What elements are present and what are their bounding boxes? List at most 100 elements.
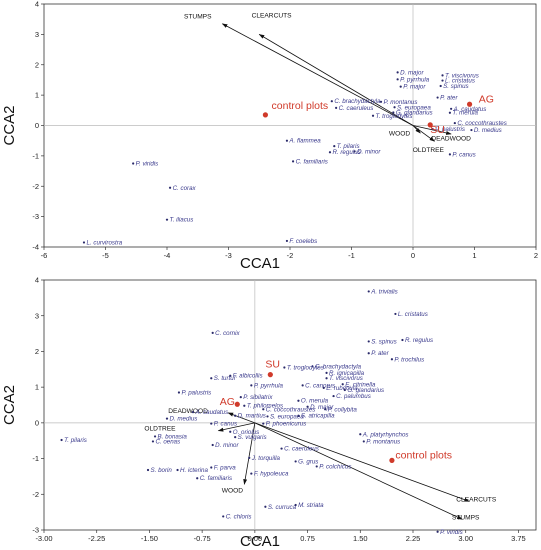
species-label: D. medius [170,416,198,423]
species-label: S. spinus [443,83,468,90]
species-label: D. medius [474,127,502,134]
species-point [211,443,214,447]
species-label: S. turtur [214,375,237,382]
species-label: L. curvirostra [86,239,122,246]
species-point [325,371,328,374]
x-tick-label: -3.00 [35,534,52,543]
species-point [294,503,297,507]
group-centroid-point [262,112,268,118]
species-label: T. merula [452,110,478,117]
species-point [176,468,179,472]
species-label: O. oriolus [233,429,259,436]
species-label: C. canorus [305,382,335,389]
env-vector-label: STUMPS [184,14,212,21]
plot-frame [43,279,537,531]
species-point [470,128,473,132]
species-label: C. familiaris [200,475,232,482]
species-point [285,239,289,243]
y-tick-label: 3 [35,311,39,320]
species-label: P. sibilatrix [243,394,273,401]
x-tick-label: -1 [348,251,355,260]
species-point [165,218,169,221]
species-label: L. cristatus [445,78,475,85]
species-point [335,106,338,109]
x-tick-label: -1.50 [141,534,158,543]
species-point [60,438,63,442]
species-point [341,383,344,386]
species-label: C. brachydactyla [315,363,362,370]
species-point [177,391,181,394]
species-point [306,405,309,408]
species-point [262,422,265,425]
species-point [234,414,237,417]
species-label: T. pilaris [64,437,87,444]
species-point [297,414,300,417]
species-point [367,352,370,355]
species-point [367,340,370,343]
species-point [441,79,444,82]
y-tick-label: -1 [32,151,39,160]
x-tick-label: 1.50 [353,534,368,543]
species-label: C. caeruleus [339,105,374,112]
species-point [229,374,232,377]
group-centroid-point [427,122,433,128]
species-label: T. troglodytes [287,365,324,372]
species-label: A. trivialis [370,288,397,295]
group-centroid-point [466,101,473,107]
species-point [453,121,456,125]
species-point [362,440,365,443]
x-tick-label: -2.25 [88,534,105,543]
species-point [151,440,155,443]
species-point [301,384,304,387]
env-vector-label: CLEARCUTS [252,13,293,20]
group-centroid-point [267,372,273,378]
env-vector-arrow [217,422,255,432]
species-point [285,139,289,142]
env-vector-arrow [243,422,256,485]
species-point [439,84,442,88]
species-label: P. palustris [181,390,211,397]
species-label: P. collybita [328,406,358,413]
species-point [294,460,297,463]
species-label: P. montanus [384,99,418,106]
x-axis-title: CCA1 [240,533,280,550]
species-label: T. viscivorus [445,72,479,79]
x-tick-label: -3 [225,251,232,260]
x-tick-label: -4 [164,251,171,260]
species-point [436,530,439,533]
env-vector-arrow [254,422,463,520]
species-label: F. coelebs [289,238,317,245]
species-label: G. grus [298,458,318,465]
species-label: P. trochilus [394,356,424,363]
cca-panel-bottom: -3.00 -2.25 -1.50 -0.75 0.00 0.75 1.50 2.25 3.00… [1,276,537,550]
species-point [324,408,327,411]
species-point [332,394,335,398]
species-label: C. cornix [215,330,240,337]
species-label: E. citrinella [345,381,376,388]
species-label: O. merula [301,398,329,405]
species-label: C. oenas [155,438,180,445]
species-label: B. bonasia [158,433,188,440]
species-point [448,153,451,156]
species-point [396,71,399,74]
y-tick-label: 1 [35,383,39,392]
x-tick-label: -2 [287,251,294,260]
species-label: F. parva [214,465,236,472]
species-label: T. troglodytes [376,113,413,120]
species-label: T. pilaris [337,143,360,150]
y-tick-label: -2 [32,182,39,191]
species-label: C. brachydactyla [334,98,381,105]
y-axis-title: CCA2 [1,105,18,145]
species-point [248,456,251,459]
species-label: R. ignicapilla [329,370,365,377]
species-label: D. minor [215,442,239,449]
species-label: G. glandarius [347,387,384,394]
env-vector-arrow [254,422,470,502]
x-tick-label: 1 [472,251,476,260]
species-point [283,366,286,369]
species-label: D. minor [357,148,381,155]
species-point [229,430,232,433]
species-label: C. palumbus [336,393,371,400]
species-point [359,433,362,436]
